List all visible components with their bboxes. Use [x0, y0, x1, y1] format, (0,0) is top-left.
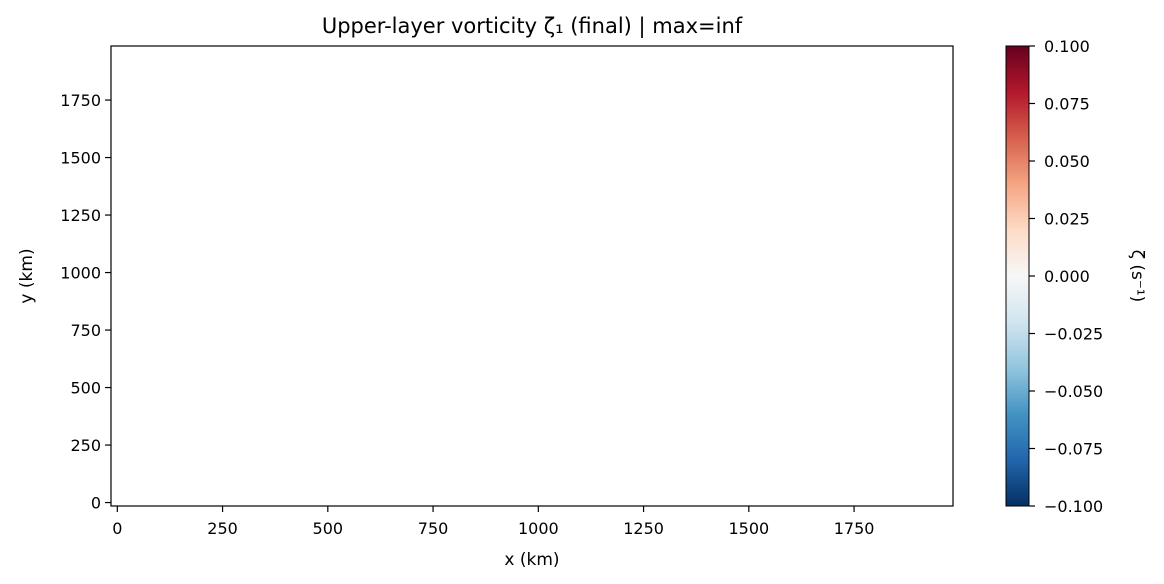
y-tick-label: 1500 — [60, 149, 101, 168]
colorbar-ticks: −0.100 −0.075 −0.050 −0.025 0.000 0.025 0.050 0… — [1029, 37, 1103, 516]
colorbar-tick-label: 0.050 — [1044, 152, 1090, 171]
x-axis-ticks: 0 250 500 750 1000 1250 1500 1750 — [112, 506, 874, 538]
y-tick-label: 500 — [70, 379, 101, 398]
y-tick-label: 250 — [70, 436, 101, 455]
colorbar-tick-label: 0.075 — [1044, 95, 1090, 114]
colorbar-tick-label: 0.100 — [1044, 37, 1090, 56]
y-tick-label: 1750 — [60, 91, 101, 110]
x-tick-label: 750 — [418, 519, 449, 538]
colorbar — [1005, 45, 1030, 507]
y-axis-label: y (km) — [17, 248, 37, 303]
colorbar-label: ζ (s⁻¹) — [1127, 250, 1147, 303]
x-tick-label: 250 — [207, 519, 238, 538]
y-tick-label: 750 — [70, 321, 101, 340]
y-tick-label: 0 — [91, 494, 101, 513]
chart-title: Upper-layer vorticity ζ₁ (final) | max=i… — [322, 14, 743, 39]
x-tick-label: 1750 — [834, 519, 875, 538]
colorbar-tick-label: −0.050 — [1044, 382, 1103, 401]
x-tick-label: 1500 — [728, 519, 769, 538]
x-tick-label: 1000 — [518, 519, 559, 538]
y-axis-ticks: 0 250 500 750 1000 1250 1500 1750 — [60, 91, 111, 513]
colorbar-tick-label: −0.025 — [1044, 325, 1103, 344]
colorbar-tick-label: 0.000 — [1044, 267, 1090, 286]
colorbar-tick-label: −0.100 — [1044, 497, 1103, 516]
x-tick-label: 0 — [112, 519, 122, 538]
colorbar-tick-label: −0.075 — [1044, 440, 1103, 459]
y-tick-label: 1000 — [60, 264, 101, 283]
x-tick-label: 1250 — [623, 519, 664, 538]
x-axis-label: x (km) — [504, 550, 559, 570]
plot-area — [110, 45, 954, 507]
x-tick-label: 500 — [313, 519, 344, 538]
colorbar-tick-label: 0.025 — [1044, 210, 1090, 229]
y-tick-label: 1250 — [60, 206, 101, 225]
